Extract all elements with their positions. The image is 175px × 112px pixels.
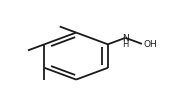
Text: H: H bbox=[122, 40, 129, 48]
Text: OH: OH bbox=[143, 40, 157, 49]
Text: N: N bbox=[122, 34, 129, 42]
